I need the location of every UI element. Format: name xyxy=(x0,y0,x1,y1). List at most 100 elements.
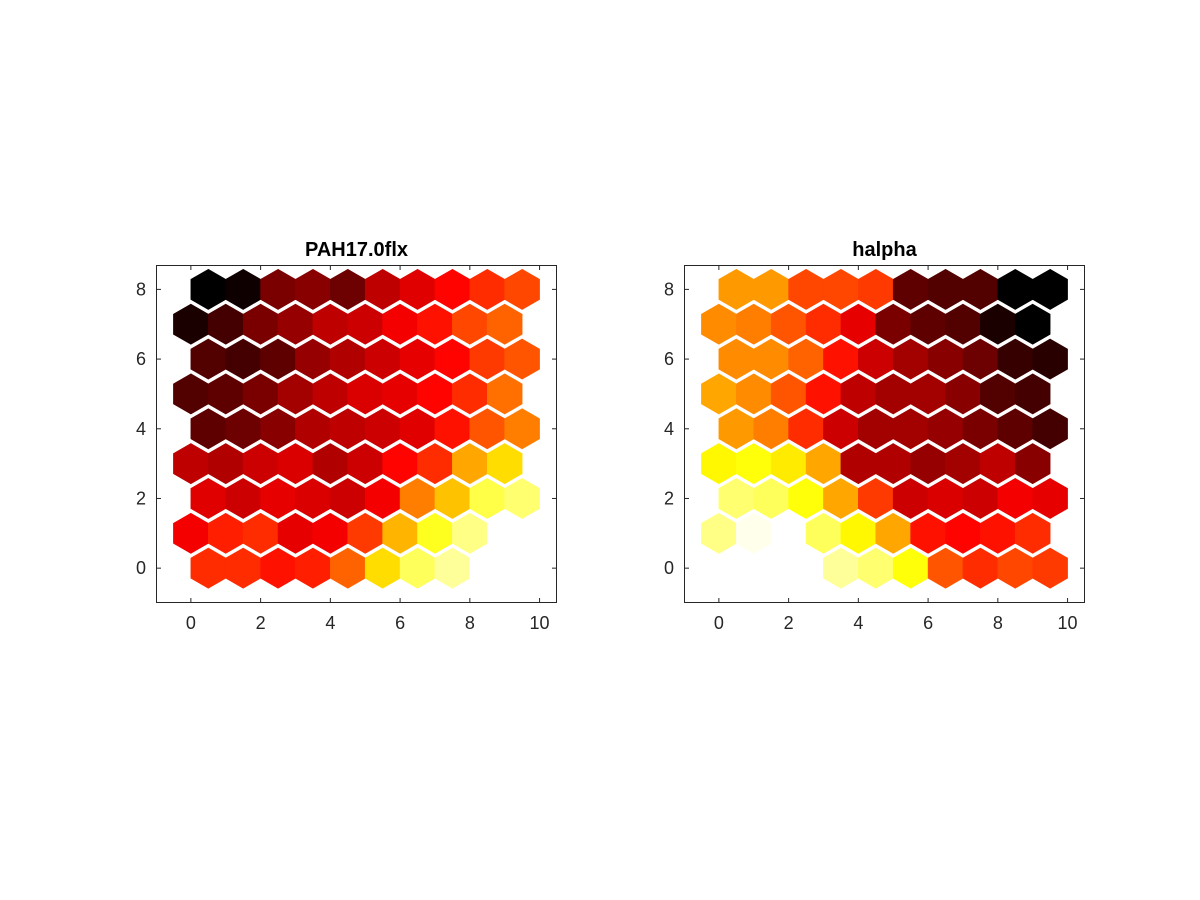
hex-cell xyxy=(434,338,471,380)
hex-cell xyxy=(364,408,401,450)
hex-cell xyxy=(242,443,279,485)
hex-cell xyxy=(225,268,261,310)
hex-cell xyxy=(753,547,789,589)
hex-cell xyxy=(927,547,964,589)
hex-cell xyxy=(1014,512,1051,554)
hex-cell xyxy=(434,478,471,519)
hex-cell xyxy=(945,373,981,415)
hex-cell xyxy=(330,268,366,310)
y-tick-label: 0 xyxy=(664,558,674,578)
hex-cell xyxy=(875,373,911,415)
hex-cell xyxy=(364,338,401,380)
x-tick-label: 2 xyxy=(256,613,266,633)
axes-frame xyxy=(156,265,557,603)
hex-cell xyxy=(225,547,261,589)
hex-cell xyxy=(910,443,946,485)
hex-cell xyxy=(277,443,314,485)
hex-cell xyxy=(382,303,418,345)
x-tick-label: 2 xyxy=(784,613,794,633)
hex-cell xyxy=(364,478,401,519)
hex-cell xyxy=(190,408,227,450)
hex-cell xyxy=(735,512,772,554)
hex-cell xyxy=(753,268,789,310)
hex-cell xyxy=(347,512,383,554)
hex-cell xyxy=(469,338,506,380)
hex-cell xyxy=(1032,408,1068,450)
som-plane-panel: 0 2 4 6 8 10 0 2 4 6 8 PAH17.0flx xyxy=(136,239,557,633)
y-tick-label: 6 xyxy=(664,349,674,369)
hex-cell xyxy=(382,373,418,415)
hex-cell xyxy=(823,547,859,589)
y-tick-label: 0 xyxy=(136,558,146,578)
hex-cell xyxy=(452,303,488,345)
hex-cell xyxy=(504,547,540,589)
hex-cell xyxy=(277,303,314,345)
hex-cell xyxy=(225,338,261,380)
hex-cells xyxy=(173,268,540,589)
hex-cell xyxy=(927,268,964,310)
hex-cell xyxy=(260,478,296,519)
hex-cell xyxy=(770,443,807,485)
hex-cell xyxy=(330,408,366,450)
hex-cell xyxy=(823,408,859,450)
hex-cell xyxy=(452,373,488,415)
hex-cell xyxy=(945,443,981,485)
hex-cell xyxy=(1032,478,1068,519)
y-tick-label: 2 xyxy=(136,488,146,508)
y-tick-label: 4 xyxy=(664,419,674,439)
hex-cell xyxy=(962,547,999,589)
hex-cell xyxy=(330,338,366,380)
hex-cell xyxy=(399,268,436,310)
hex-cell xyxy=(788,338,824,380)
hex-cell xyxy=(190,268,227,310)
hex-cell xyxy=(469,408,506,450)
hex-cell xyxy=(190,478,227,519)
hex-cell xyxy=(945,512,981,554)
hex-cell xyxy=(399,338,436,380)
hex-cell xyxy=(840,443,877,485)
hex-cell xyxy=(788,268,824,310)
hex-cell xyxy=(1014,303,1051,345)
hex-cell xyxy=(701,512,737,554)
x-tick-label: 0 xyxy=(714,613,724,633)
hex-cell xyxy=(417,512,453,554)
hex-cell xyxy=(260,408,296,450)
hex-cell xyxy=(892,338,929,380)
hex-cell xyxy=(735,373,772,415)
som-plane-panel: 0 2 4 6 8 10 0 2 4 6 8 halpha xyxy=(664,239,1085,633)
hex-cell xyxy=(927,408,964,450)
hex-cell xyxy=(927,478,964,519)
hex-cell xyxy=(840,303,877,345)
hex-cell xyxy=(347,443,383,485)
hex-cell xyxy=(504,338,540,380)
hex-cell xyxy=(980,512,1016,554)
x-tick-label: 0 xyxy=(186,613,196,633)
hex-cell xyxy=(718,547,755,589)
hex-cell xyxy=(1032,268,1068,310)
hex-cell xyxy=(753,478,789,519)
hex-cell xyxy=(701,303,737,345)
hex-cell xyxy=(330,547,366,589)
x-tick-label: 10 xyxy=(530,613,550,633)
hex-cell xyxy=(417,303,453,345)
hex-cell xyxy=(735,303,772,345)
hex-cell xyxy=(242,512,279,554)
hex-cell xyxy=(173,512,209,554)
hex-cell xyxy=(504,268,540,310)
hex-cell xyxy=(858,547,894,589)
hex-cell xyxy=(997,268,1033,310)
hex-cell xyxy=(770,303,807,345)
hex-cell xyxy=(208,303,244,345)
hex-cell xyxy=(242,303,279,345)
chart-title: PAH17.0flx xyxy=(305,239,408,261)
hex-cell xyxy=(858,408,894,450)
hex-cell xyxy=(452,443,488,485)
hex-cell xyxy=(242,373,279,415)
hex-cell xyxy=(735,443,772,485)
hex-cell xyxy=(434,268,471,310)
hex-cell xyxy=(469,268,506,310)
hex-cell xyxy=(770,373,807,415)
x-tick-label: 8 xyxy=(993,613,1003,633)
hex-cell xyxy=(980,443,1016,485)
